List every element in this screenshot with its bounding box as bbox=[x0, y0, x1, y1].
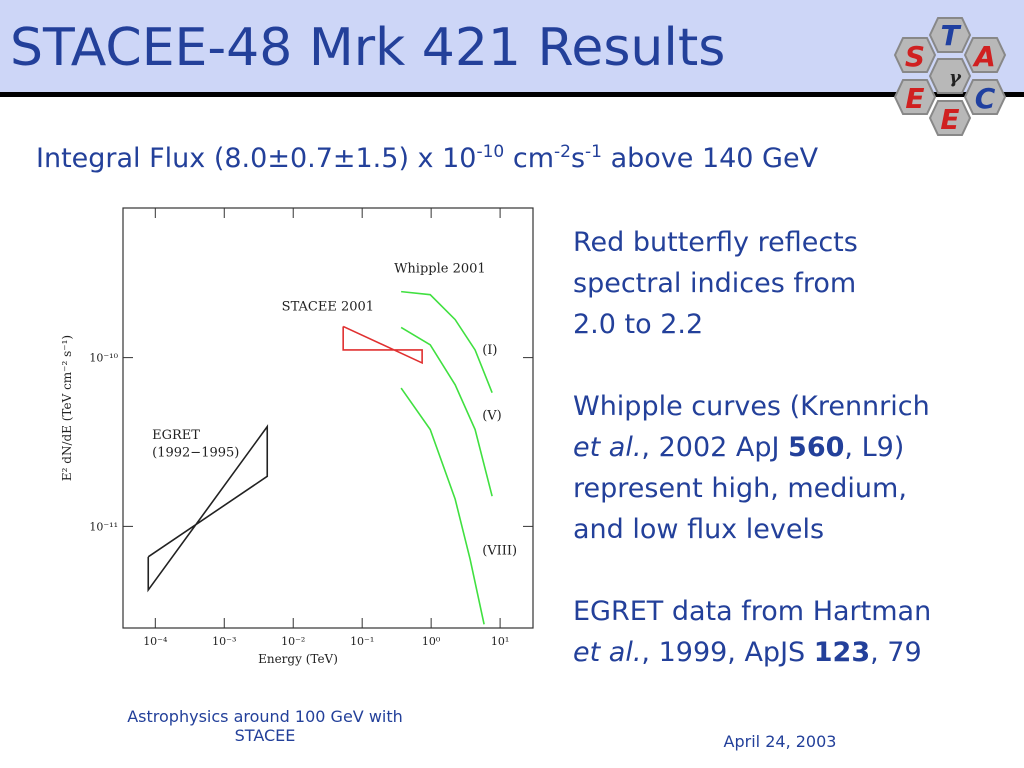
logo-letter: E bbox=[940, 103, 959, 136]
annotation: EGRET bbox=[152, 428, 200, 443]
x-tick-label: 10⁻³ bbox=[212, 635, 236, 648]
x-tick-label: 10⁻⁴ bbox=[143, 635, 168, 648]
logo-hex bbox=[928, 58, 972, 94]
logo-hex bbox=[963, 79, 1007, 115]
superscript: -10 bbox=[476, 142, 505, 162]
note-line: Red butterfly reflects bbox=[573, 227, 858, 258]
superscript: -2 bbox=[554, 142, 571, 162]
note-line: 2.0 to 2.2 bbox=[573, 309, 704, 340]
logo-hex bbox=[893, 79, 937, 115]
series-line bbox=[147, 424, 269, 593]
annotation: STACEE 2001 bbox=[282, 300, 374, 315]
note-line: represent high, medium, bbox=[573, 473, 907, 504]
annotation: (V) bbox=[482, 408, 502, 423]
subtitle: Integral Flux (8.0±0.7±1.5) x 10-10 cm-2… bbox=[36, 142, 818, 174]
note: EGRET data from Hartman et al., 1999, ApJ… bbox=[573, 591, 931, 673]
subtitle-text: s bbox=[570, 143, 586, 174]
note-text: , L9) bbox=[844, 432, 905, 463]
series-line bbox=[401, 290, 493, 393]
logo-letter: A bbox=[972, 40, 996, 73]
annotation: (I) bbox=[482, 343, 497, 358]
y-tick-label: 10⁻¹⁰ bbox=[89, 352, 118, 365]
x-tick-label: 10⁻¹ bbox=[350, 635, 374, 648]
note-text: , 1999, ApJS bbox=[641, 637, 814, 668]
x-tick-label: 10⁻² bbox=[281, 635, 305, 648]
logo-hex bbox=[893, 37, 937, 73]
logo: T S A E C E γ bbox=[893, 17, 1007, 136]
logo-letter: T bbox=[940, 19, 961, 52]
logo-letter: C bbox=[975, 82, 996, 115]
subtitle-text: Integral Flux (8.0±0.7±1.5) x 10 bbox=[36, 143, 477, 174]
title-band bbox=[0, 0, 1024, 92]
logo-letter: γ bbox=[949, 67, 962, 88]
logo-hex bbox=[928, 17, 972, 53]
plot-frame bbox=[122, 207, 534, 629]
footer-right: April 24, 2003 bbox=[723, 732, 837, 751]
note-italic: et al. bbox=[573, 637, 642, 668]
note-bold: 560 bbox=[788, 432, 845, 463]
logo-hex bbox=[928, 100, 972, 136]
title-rule bbox=[0, 92, 1024, 97]
note: Whipple curves (Krennrich et al., 2002 Ap… bbox=[573, 386, 931, 550]
logo-hex bbox=[963, 37, 1007, 73]
logo-letter: S bbox=[905, 40, 925, 73]
notes: Red butterfly reflects spectral indices f… bbox=[573, 222, 931, 714]
note-line: and low flux levels bbox=[573, 514, 825, 545]
x-tick-label: 10¹ bbox=[491, 635, 509, 648]
logo-letter: E bbox=[905, 82, 924, 115]
x-tick-label: 10⁰ bbox=[422, 635, 441, 648]
annotation: Whipple 2001 bbox=[394, 261, 486, 276]
subtitle-text: cm bbox=[504, 143, 554, 174]
y-tick-label: 10⁻¹¹ bbox=[89, 520, 118, 533]
note: Red butterfly reflects spectral indices f… bbox=[573, 222, 931, 345]
series-line bbox=[400, 387, 485, 625]
footer-left: Astrophysics around 100 GeV with STACEE bbox=[127, 707, 403, 745]
note-text: , 2002 ApJ bbox=[641, 432, 789, 463]
series-line bbox=[400, 326, 493, 497]
subtitle-text: above 140 GeV bbox=[601, 143, 819, 174]
x-axis-label: Energy (TeV) bbox=[258, 652, 338, 666]
note-italic: et al. bbox=[573, 432, 642, 463]
annotation: (1992−1995) bbox=[152, 445, 239, 460]
superscript: -1 bbox=[585, 142, 602, 162]
note-bold: 123 bbox=[813, 637, 871, 668]
note-line: spectral indices from bbox=[573, 268, 857, 299]
note-text: , 79 bbox=[870, 637, 922, 668]
series-line bbox=[342, 325, 423, 365]
annotation: (VIII) bbox=[482, 544, 517, 559]
note-line: Whipple curves (Krennrich bbox=[573, 391, 930, 422]
y-axis-label: E² dN/dE (TeV cm⁻² s⁻¹) bbox=[60, 335, 74, 481]
note-line: EGRET data from Hartman bbox=[573, 596, 932, 627]
slide-title: STACEE-48 Mrk 421 Results bbox=[10, 18, 726, 78]
